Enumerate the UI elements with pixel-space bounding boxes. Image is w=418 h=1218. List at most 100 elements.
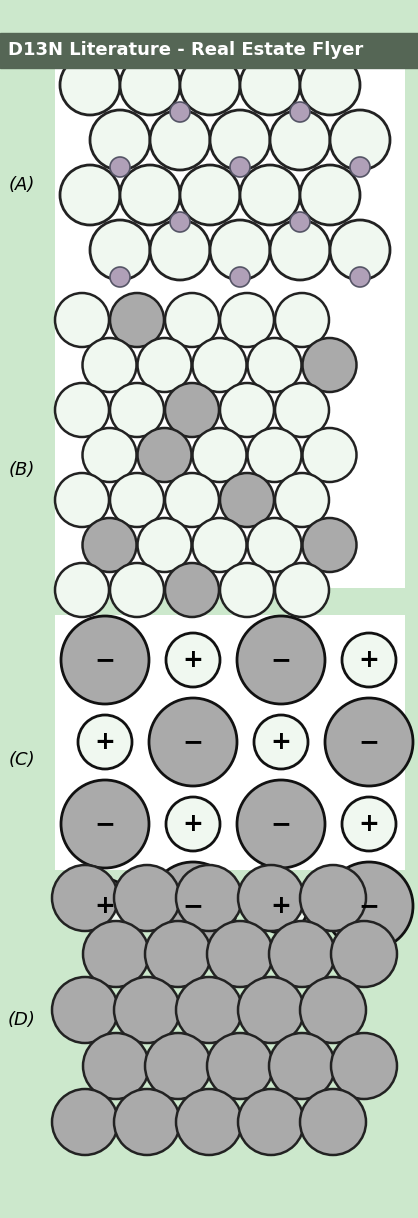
Circle shape — [180, 164, 240, 225]
Circle shape — [331, 921, 397, 987]
Text: −: − — [270, 812, 291, 836]
Text: (A): (A) — [9, 175, 35, 194]
Text: +: + — [270, 894, 291, 918]
Circle shape — [149, 862, 237, 950]
Circle shape — [90, 110, 150, 171]
Circle shape — [330, 220, 390, 280]
Text: (B): (B) — [9, 460, 35, 479]
Bar — [0, 33, 418, 68]
Circle shape — [303, 339, 357, 392]
Circle shape — [238, 865, 304, 931]
Circle shape — [55, 473, 109, 527]
Circle shape — [230, 267, 250, 287]
Circle shape — [170, 212, 190, 231]
Circle shape — [170, 102, 190, 122]
Text: (D): (D) — [8, 1011, 36, 1029]
Circle shape — [110, 382, 164, 437]
Circle shape — [83, 921, 149, 987]
Circle shape — [166, 633, 220, 687]
Circle shape — [165, 382, 219, 437]
Circle shape — [110, 473, 164, 527]
Circle shape — [238, 977, 304, 1043]
Circle shape — [52, 865, 118, 931]
Circle shape — [145, 1033, 211, 1099]
Circle shape — [176, 865, 242, 931]
Text: +: + — [94, 730, 115, 754]
Circle shape — [114, 1089, 180, 1155]
Circle shape — [176, 977, 242, 1043]
Text: +: + — [94, 894, 115, 918]
Circle shape — [220, 382, 274, 437]
Circle shape — [269, 921, 335, 987]
Circle shape — [210, 110, 270, 171]
Bar — [55, 68, 405, 308]
Circle shape — [52, 977, 118, 1043]
Circle shape — [110, 294, 164, 347]
Circle shape — [240, 164, 300, 225]
Circle shape — [82, 428, 137, 482]
Circle shape — [52, 1089, 118, 1155]
Circle shape — [78, 879, 132, 933]
Circle shape — [193, 339, 247, 392]
Circle shape — [55, 382, 109, 437]
Text: −: − — [270, 648, 291, 672]
Circle shape — [342, 797, 396, 851]
Circle shape — [150, 110, 210, 171]
Bar — [55, 879, 405, 1200]
Text: −: − — [94, 648, 115, 672]
Circle shape — [166, 797, 220, 851]
Circle shape — [220, 294, 274, 347]
Circle shape — [331, 1033, 397, 1099]
Circle shape — [275, 473, 329, 527]
Circle shape — [220, 473, 274, 527]
Circle shape — [238, 1089, 304, 1155]
Circle shape — [350, 267, 370, 287]
Circle shape — [83, 1033, 149, 1099]
Circle shape — [82, 339, 137, 392]
Circle shape — [240, 55, 300, 114]
Text: −: − — [359, 730, 380, 754]
Text: +: + — [359, 812, 380, 836]
Circle shape — [210, 220, 270, 280]
Circle shape — [270, 220, 330, 280]
Circle shape — [270, 110, 330, 171]
Circle shape — [165, 294, 219, 347]
Circle shape — [120, 55, 180, 114]
Circle shape — [237, 616, 325, 704]
Circle shape — [247, 518, 301, 572]
Circle shape — [78, 715, 132, 769]
Circle shape — [300, 1089, 366, 1155]
Circle shape — [290, 212, 310, 231]
Circle shape — [60, 55, 120, 114]
Circle shape — [300, 55, 360, 114]
Circle shape — [275, 382, 329, 437]
Circle shape — [180, 55, 240, 114]
Circle shape — [150, 220, 210, 280]
Circle shape — [165, 563, 219, 618]
Circle shape — [60, 164, 120, 225]
Bar — [55, 615, 405, 870]
Circle shape — [237, 780, 325, 868]
Circle shape — [303, 518, 357, 572]
Circle shape — [90, 220, 150, 280]
Text: −: − — [183, 730, 204, 754]
Circle shape — [325, 862, 413, 950]
Circle shape — [342, 633, 396, 687]
Circle shape — [114, 977, 180, 1043]
Circle shape — [247, 339, 301, 392]
Text: +: + — [183, 648, 204, 672]
Circle shape — [207, 1033, 273, 1099]
Circle shape — [165, 473, 219, 527]
Circle shape — [55, 563, 109, 618]
Circle shape — [330, 110, 390, 171]
Circle shape — [138, 339, 191, 392]
Text: +: + — [359, 648, 380, 672]
Circle shape — [207, 921, 273, 987]
Text: −: − — [359, 894, 380, 918]
Circle shape — [300, 164, 360, 225]
Text: (C): (C) — [9, 752, 35, 769]
Text: +: + — [183, 812, 204, 836]
Circle shape — [61, 616, 149, 704]
Circle shape — [82, 518, 137, 572]
Circle shape — [110, 157, 130, 177]
